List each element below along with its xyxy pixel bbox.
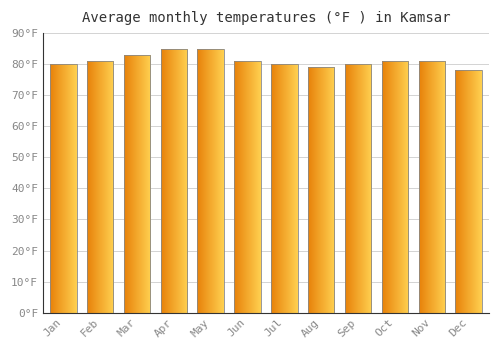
- Bar: [87, 61, 114, 313]
- Bar: [382, 61, 408, 313]
- Bar: [124, 55, 150, 313]
- Bar: [50, 64, 76, 313]
- Bar: [234, 61, 261, 313]
- Bar: [198, 49, 224, 313]
- Bar: [456, 70, 482, 313]
- Bar: [418, 61, 445, 313]
- Bar: [160, 49, 187, 313]
- Bar: [345, 64, 372, 313]
- Bar: [271, 64, 297, 313]
- Title: Average monthly temperatures (°F ) in Kamsar: Average monthly temperatures (°F ) in Ka…: [82, 11, 450, 25]
- Bar: [308, 67, 334, 313]
